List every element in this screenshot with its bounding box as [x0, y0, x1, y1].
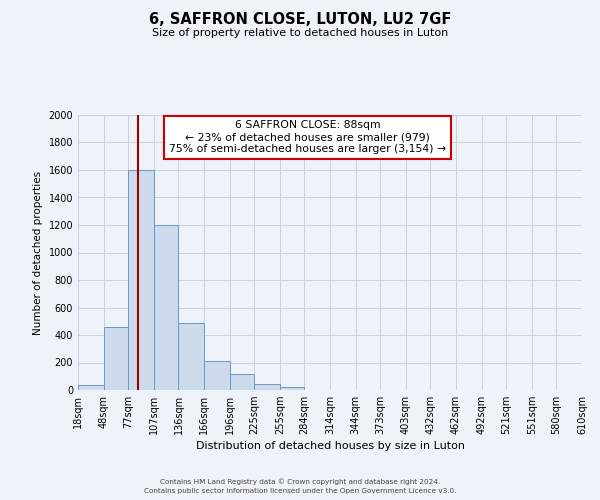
Bar: [178, 322, 204, 390]
Text: 6, SAFFRON CLOSE, LUTON, LU2 7GF: 6, SAFFRON CLOSE, LUTON, LU2 7GF: [149, 12, 451, 28]
Text: 6 SAFFRON CLOSE: 88sqm
← 23% of detached houses are smaller (979)
75% of semi-de: 6 SAFFRON CLOSE: 88sqm ← 23% of detached…: [169, 120, 446, 154]
Y-axis label: Number of detached properties: Number of detached properties: [33, 170, 43, 334]
Bar: [254, 384, 280, 390]
Text: Size of property relative to detached houses in Luton: Size of property relative to detached ho…: [152, 28, 448, 38]
Bar: [280, 387, 304, 390]
Bar: [104, 327, 128, 390]
Text: Contains HM Land Registry data © Crown copyright and database right 2024.: Contains HM Land Registry data © Crown c…: [160, 478, 440, 485]
Bar: [128, 170, 154, 390]
Bar: [78, 385, 104, 390]
Text: Contains public sector information licensed under the Open Government Licence v3: Contains public sector information licen…: [144, 488, 456, 494]
Bar: [230, 374, 254, 390]
Bar: [204, 361, 230, 390]
Bar: [154, 225, 178, 390]
X-axis label: Distribution of detached houses by size in Luton: Distribution of detached houses by size …: [196, 442, 464, 452]
